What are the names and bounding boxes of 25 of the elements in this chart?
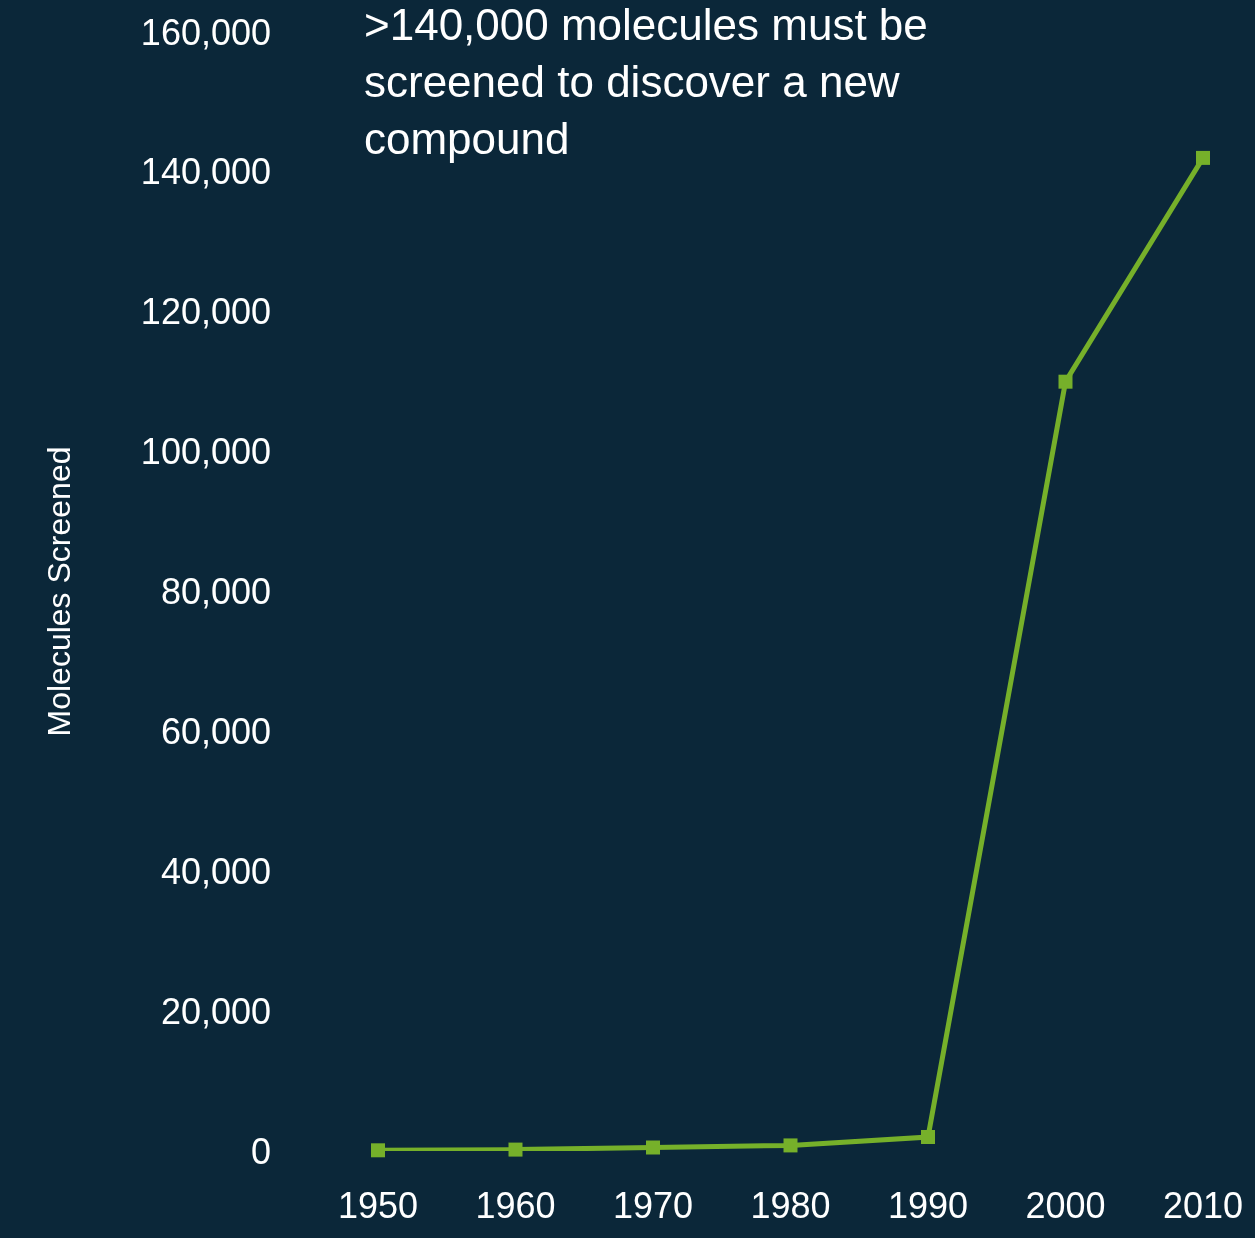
y-tick-label: 60,000 [160,710,271,752]
y-tick-label: 80,000 [160,571,271,613]
point [921,1130,935,1145]
y-tick-label: 140,000 [140,151,271,193]
point [508,1142,523,1157]
y-tick-label: 40,000 [160,850,271,892]
point [371,1143,385,1158]
y-tick-label: 20,000 [160,990,271,1032]
annotation: >140,000 molecules must be screened to discover a new compound [364,0,928,164]
x-tick-label: 1960 [475,1185,556,1226]
x-tick-label: 1990 [887,1185,969,1226]
y-tick-label: 120,000 [140,291,271,333]
point [646,1140,660,1155]
point [1058,374,1073,389]
point [783,1138,798,1153]
x-tick-label: 1950 [337,1185,419,1226]
x-tick-label: 1980 [750,1185,831,1226]
x-tick-label: 2000 [1025,1185,1106,1226]
x-tick-label: 1970 [612,1185,694,1226]
point [1196,150,1210,165]
y-tick-label: 100,000 [140,431,271,473]
y-tick-label: 0 [250,1130,271,1172]
y-tick-label: 160,000 [140,11,271,53]
y-axis-title: Molecules Screened [41,446,78,737]
x-tick-label: 2010 [1162,1185,1244,1226]
